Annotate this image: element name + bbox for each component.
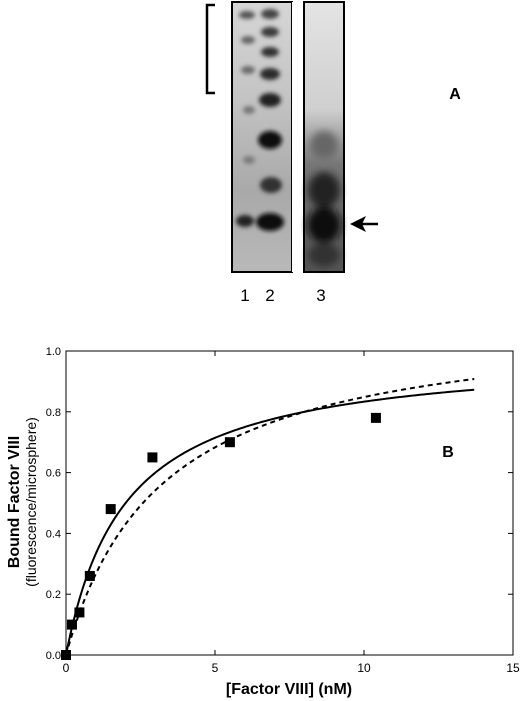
gel-separator [292,2,304,272]
data-point [66,619,77,630]
lane-label-3: 3 [316,286,325,305]
y-axis-sublabel: (fluorescence/microsphere) [23,417,39,587]
lane-label-2: 2 [265,286,274,305]
fit-curves [65,377,475,656]
y-tick-label: 0.4 [46,528,61,540]
gel-block-left [231,1,293,273]
y-tick-label: 1.0 [46,346,61,358]
bracket-mark [205,3,215,95]
x-tick-label: 15 [506,661,520,675]
solid-fit-curve [65,388,475,656]
x-tick-label: 0 [63,661,70,675]
arrow-icon [350,216,378,232]
data-point [74,607,85,618]
plot-frame [65,350,514,656]
panel-label-b: B [442,444,454,461]
data-point [370,412,381,423]
data-point [84,570,95,581]
x-tick-label: 10 [357,661,371,675]
data-point [224,437,235,448]
y-tick-label: 0.2 [46,589,61,601]
x-tick-label: 5 [212,661,219,675]
gel-panel: 1 2 3 A [205,1,461,305]
data-point [147,452,158,463]
panel-label-a: A [449,86,461,103]
axis-ticks: 0 5 10 15 0.0 0.2 0.4 0.6 0.8 1.0 [46,346,520,675]
y-axis-label: Bound Factor VIII [6,436,23,568]
y-tick-label: 0.0 [46,650,61,662]
gel-block-right [303,1,345,273]
y-tick-label: 0.8 [46,407,61,419]
y-tick-label: 0.6 [46,468,61,480]
binding-chart: 0 5 10 15 0.0 0.2 0.4 0.6 0.8 1.0 B [Factor VIII]… [6,346,520,698]
data-point [61,650,71,660]
data-points [61,412,381,660]
x-axis-label: [Factor VIII] (nM) [226,681,352,698]
lane-label-1: 1 [240,286,249,305]
data-point [105,504,116,515]
